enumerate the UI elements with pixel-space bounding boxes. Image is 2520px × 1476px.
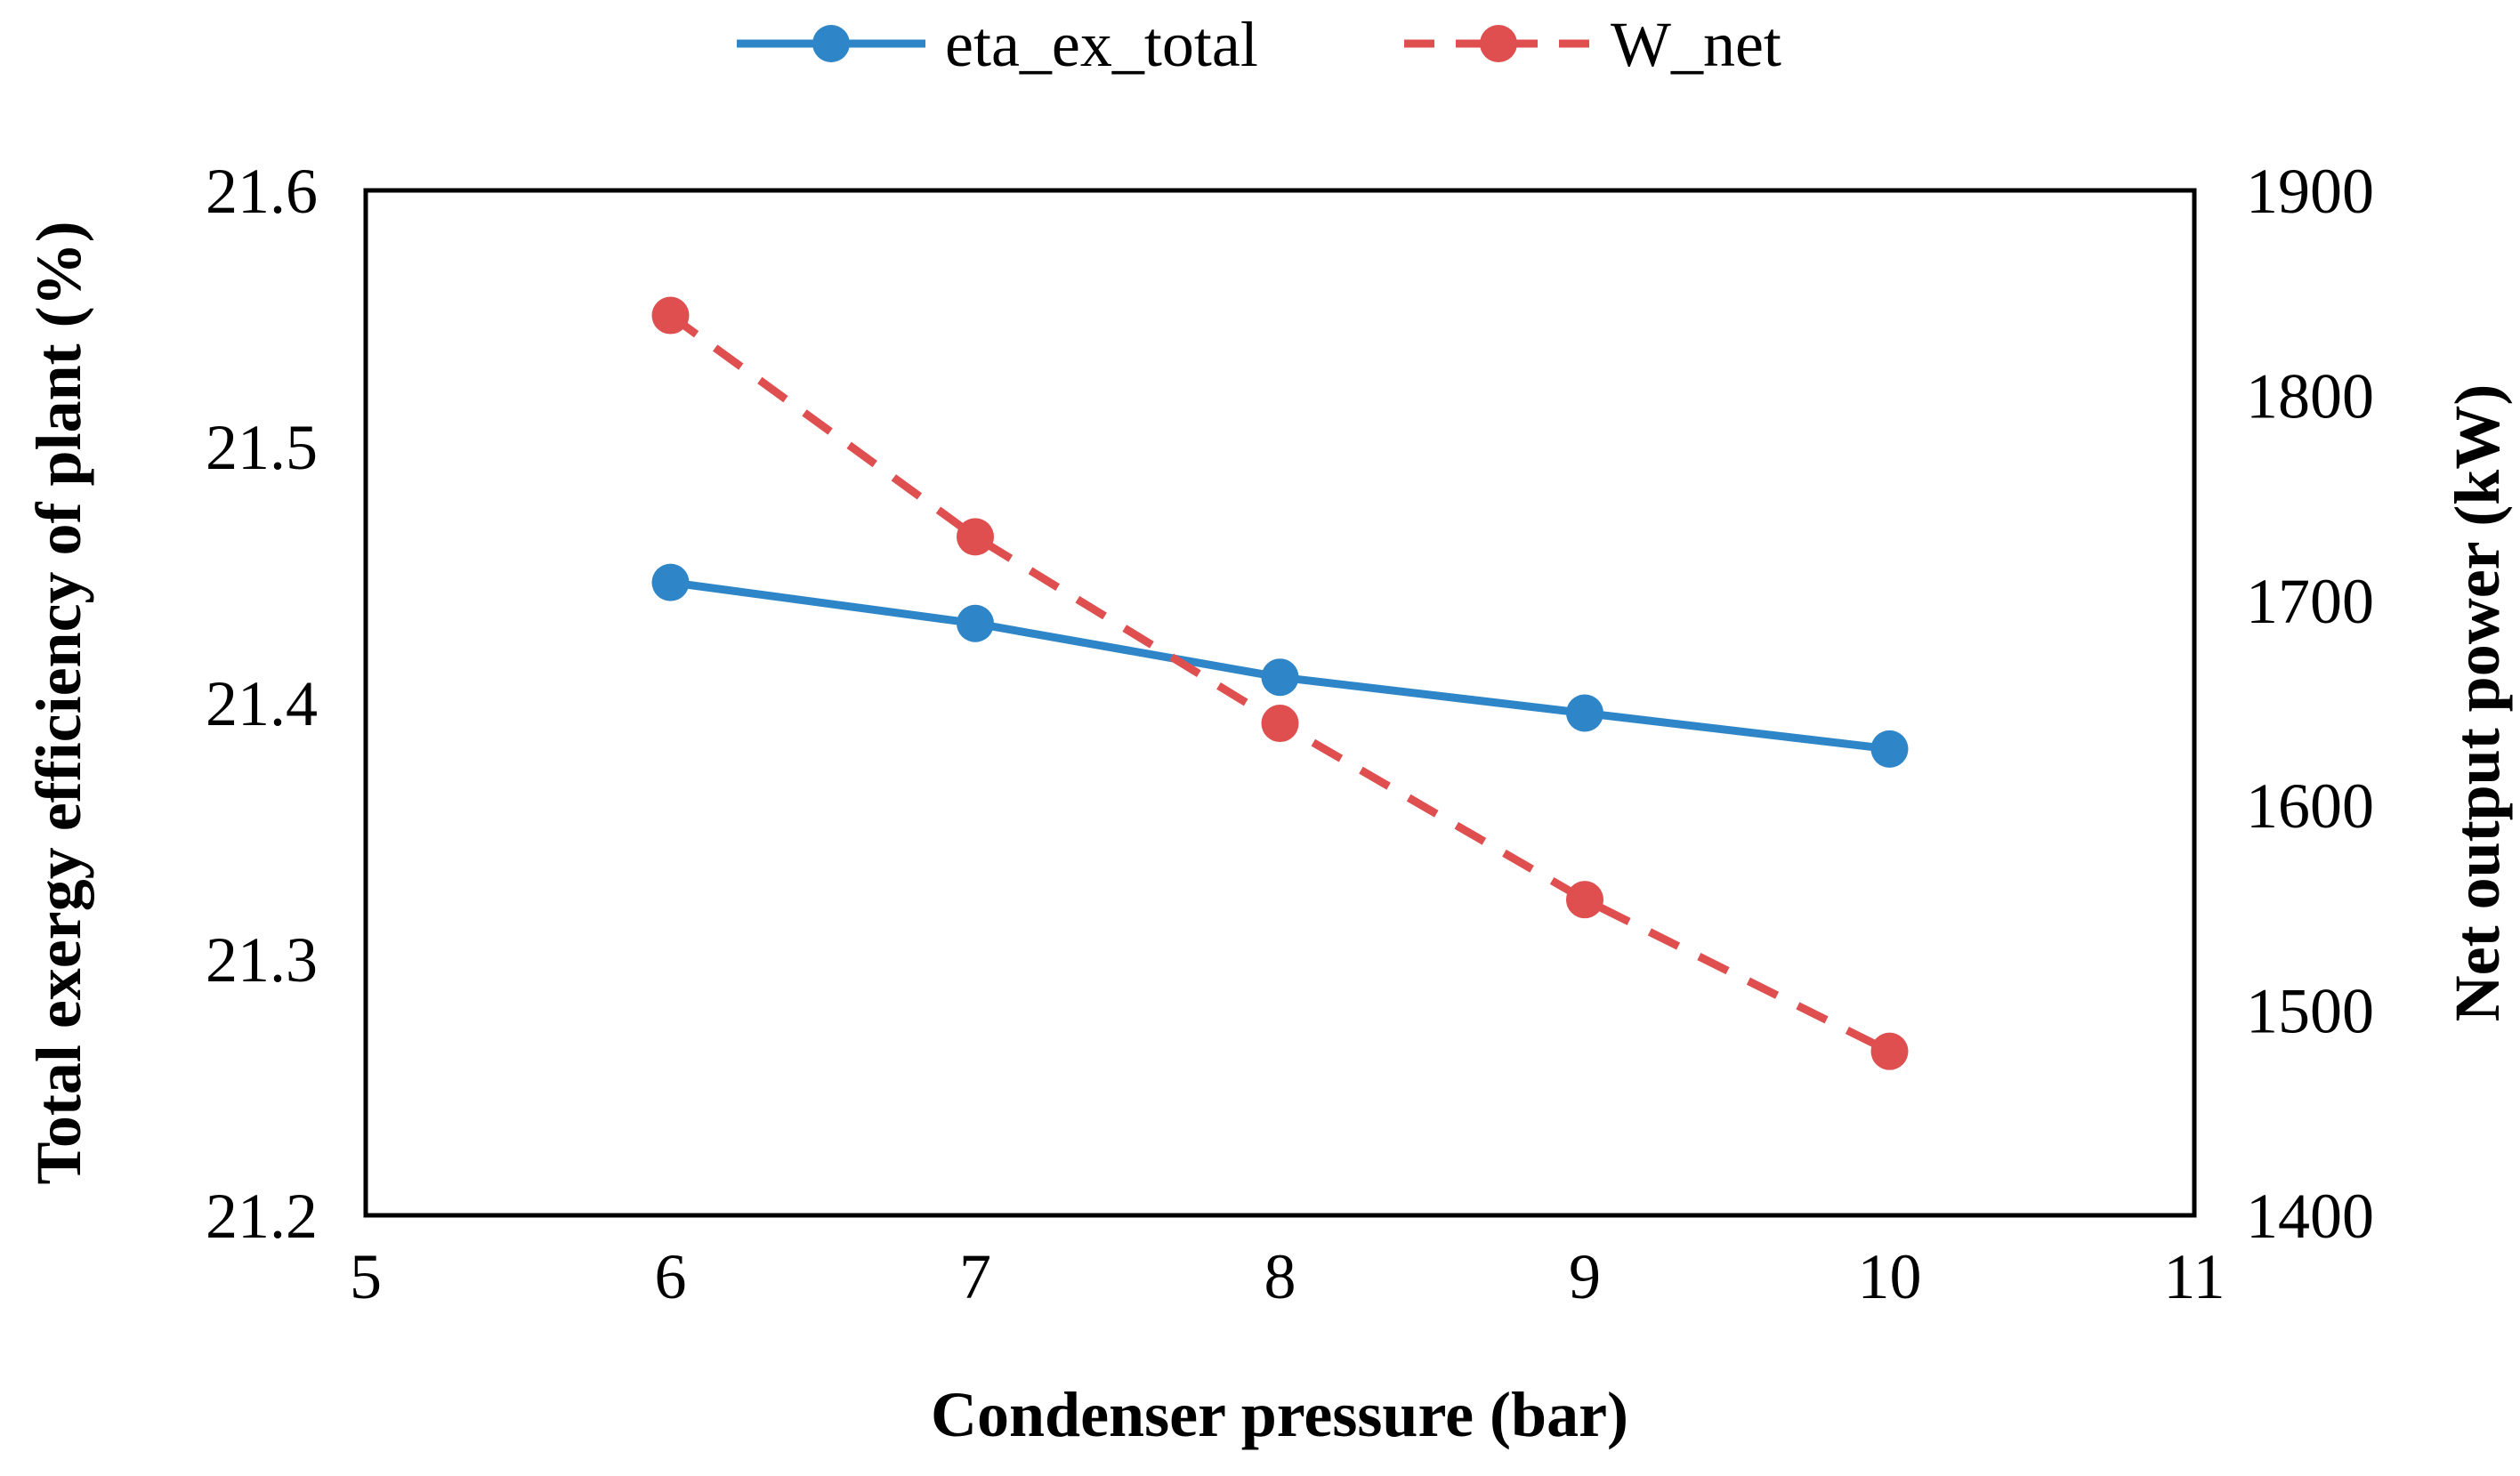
data-point-eta-ex-total <box>1870 730 1909 768</box>
data-point-eta-ex-total <box>1261 658 1299 697</box>
y-tick-label: 21.3 <box>206 924 318 996</box>
legend-label-w-net: W_net <box>1611 9 1781 80</box>
y-tick-label: 21.5 <box>206 412 318 483</box>
y-tick-label: 21.2 <box>206 1181 318 1252</box>
data-point-w-net <box>651 296 690 335</box>
y2-tick-label: 1800 <box>2246 360 2374 432</box>
series-layer <box>651 296 1909 1070</box>
data-point-w-net <box>1566 881 1603 919</box>
y2-tick-label: 1900 <box>2246 156 2374 227</box>
x-tick-label: 5 <box>350 1241 382 1312</box>
y2-tick-label: 1700 <box>2246 566 2374 637</box>
data-point-eta-ex-total <box>1566 694 1603 732</box>
series-eta-ex-total <box>651 563 1909 768</box>
y-tick-label: 21.4 <box>206 668 318 739</box>
x-tick-label: 11 <box>2163 1241 2225 1312</box>
legend-marker-eta-ex-total <box>812 25 850 62</box>
data-point-w-net <box>1870 1032 1909 1070</box>
y2-axis-title: Net output power (kW) <box>2442 384 2513 1022</box>
x-tick-label: 6 <box>655 1241 687 1312</box>
y-tick-label: 21.6 <box>206 156 318 227</box>
data-point-eta-ex-total <box>957 604 994 642</box>
data-point-w-net <box>1261 705 1299 743</box>
y2-tick-label: 1500 <box>2246 976 2374 1047</box>
x-tick-label: 9 <box>1569 1241 1601 1312</box>
legend: eta_ex_total W_net <box>737 9 1781 80</box>
legend-marker-w-net <box>1480 25 1517 62</box>
y-axis-title: Total exergy efficiency of plant (%) <box>23 221 94 1184</box>
data-point-eta-ex-total <box>651 563 690 601</box>
x-tick-label: 8 <box>1264 1241 1296 1312</box>
y2-tick-label: 1400 <box>2246 1181 2374 1252</box>
data-point-w-net <box>957 518 994 556</box>
legend-label-eta-ex-total: eta_ex_total <box>945 9 1258 80</box>
x-tick-label: 10 <box>1858 1241 1922 1312</box>
tick-labels: 5 6 7 8 9 10 11 21.2 21.3 21.4 21.5 21.6 1400 1500 160… <box>206 156 2374 1312</box>
x-axis-title: Condenser pressure (bar) <box>931 1379 1628 1450</box>
plot-area <box>363 188 2197 1218</box>
x-tick-label: 7 <box>959 1241 991 1312</box>
y2-tick-label: 1600 <box>2246 770 2374 842</box>
series-w-net <box>651 296 1909 1070</box>
